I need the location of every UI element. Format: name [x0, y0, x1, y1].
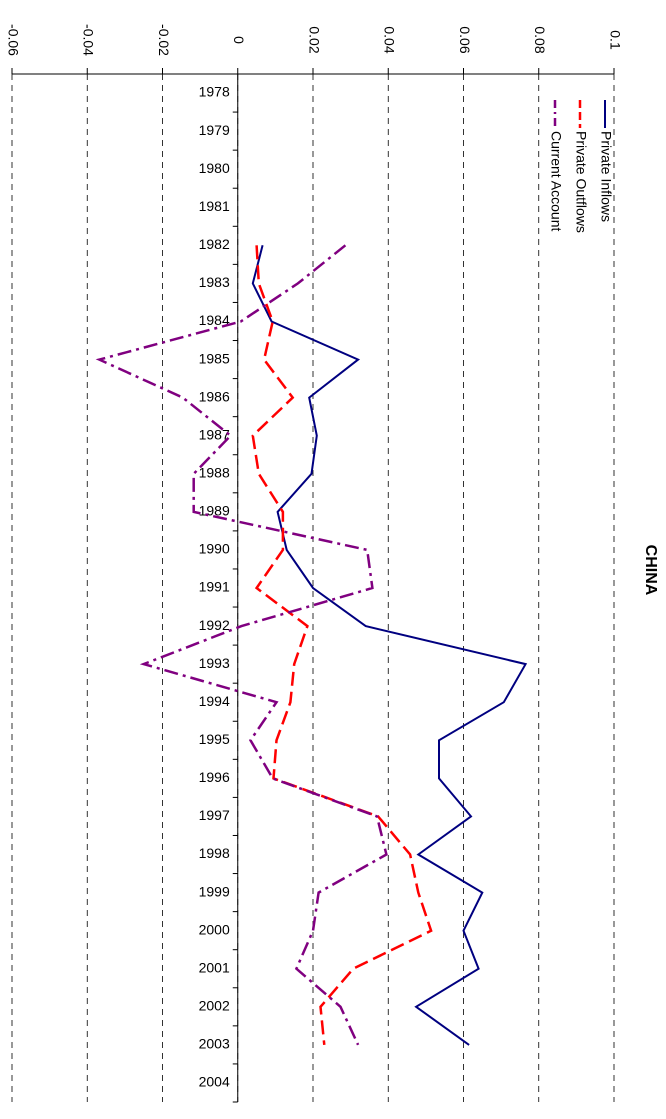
value-tick-label: 0.1	[607, 30, 623, 50]
value-tick-label: -0.06	[5, 24, 21, 56]
legend-label: Private Inflows	[598, 131, 614, 222]
series-line	[95, 244, 388, 1046]
category-label: 1982	[199, 236, 230, 252]
category-label: 1979	[199, 122, 230, 138]
value-tick-label: 0	[231, 36, 247, 44]
category-label: 1992	[199, 617, 230, 633]
value-tick-label: 0.08	[532, 26, 548, 53]
value-tick-label: 0.02	[306, 26, 322, 53]
category-label: 1981	[199, 198, 230, 214]
category-label: 1997	[199, 807, 230, 823]
legend-label: Current Account	[548, 131, 564, 231]
value-tick-label: 0.06	[457, 26, 473, 53]
category-label: 1998	[199, 845, 230, 861]
category-label: 2004	[199, 1074, 230, 1090]
category-label: 2000	[199, 921, 230, 937]
category-label: 2001	[199, 959, 230, 975]
category-label: 1995	[199, 731, 230, 747]
category-label: 1991	[199, 579, 230, 595]
chart-title: CHINA	[642, 545, 659, 596]
category-label: 2002	[199, 998, 230, 1014]
category-label: 1978	[199, 84, 230, 100]
category-label: 2003	[199, 1036, 230, 1052]
category-label: 1980	[199, 160, 230, 176]
series-line	[251, 245, 433, 1046]
value-tick-label: -0.04	[81, 24, 97, 56]
value-tick-label: -0.02	[156, 24, 172, 56]
category-label: 1993	[199, 655, 230, 671]
category-label: 1999	[199, 883, 230, 899]
category-label: 1986	[199, 388, 230, 404]
category-label: 1987	[199, 426, 230, 442]
category-label: 1985	[199, 350, 230, 366]
legend-label: Private Outflows	[573, 131, 589, 233]
series-line	[251, 245, 528, 1046]
value-tick-label: 0.04	[382, 26, 398, 53]
category-label: 1996	[199, 769, 230, 785]
category-label: 1990	[199, 541, 230, 557]
category-label: 1984	[199, 312, 230, 328]
category-label: 1994	[199, 693, 230, 709]
category-label: 1988	[199, 464, 230, 480]
category-label: 1983	[199, 274, 230, 290]
